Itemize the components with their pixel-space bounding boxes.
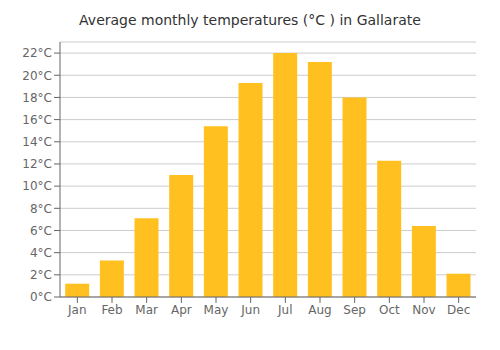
html-text:Average monthly temperatures (: Average monthly temperatures (°C ) in Ga… [79,12,421,28]
svg-text:8°C: 8°C [30,202,52,216]
svg-text:20°C: 20°C [22,69,52,83]
svg-text:Apr: Apr [171,303,192,317]
svg-text:22°C: 22°C [22,46,52,60]
svg-text:12°C: 12°C [22,157,52,171]
svg-text:4°C: 4°C [30,246,52,260]
svg-text:16°C: 16°C [22,113,52,127]
svg-text:18°C: 18°C [22,91,52,105]
svg-text:May: May [204,303,229,317]
svg-text:Nov: Nov [412,303,435,317]
svg-text:Feb: Feb [101,303,122,317]
svg-text:10°C: 10°C [22,179,52,193]
svg-text:0°C: 0°C [30,290,52,304]
svg-text:2°C: 2°C [30,268,52,282]
svg-text:Mar: Mar [135,303,158,317]
svg-text:Aug: Aug [308,303,331,317]
svg-text:Sep: Sep [343,303,366,317]
svg-text:Oct: Oct [379,303,400,317]
svg-text:Dec: Dec [447,303,470,317]
svg-text:Jun: Jun [240,303,260,317]
svg-text:Jan: Jan [67,303,87,317]
svg-text:6°C: 6°C [30,224,52,238]
svg-text:Jul: Jul [277,303,292,317]
svg-text:14°C: 14°C [22,135,52,149]
